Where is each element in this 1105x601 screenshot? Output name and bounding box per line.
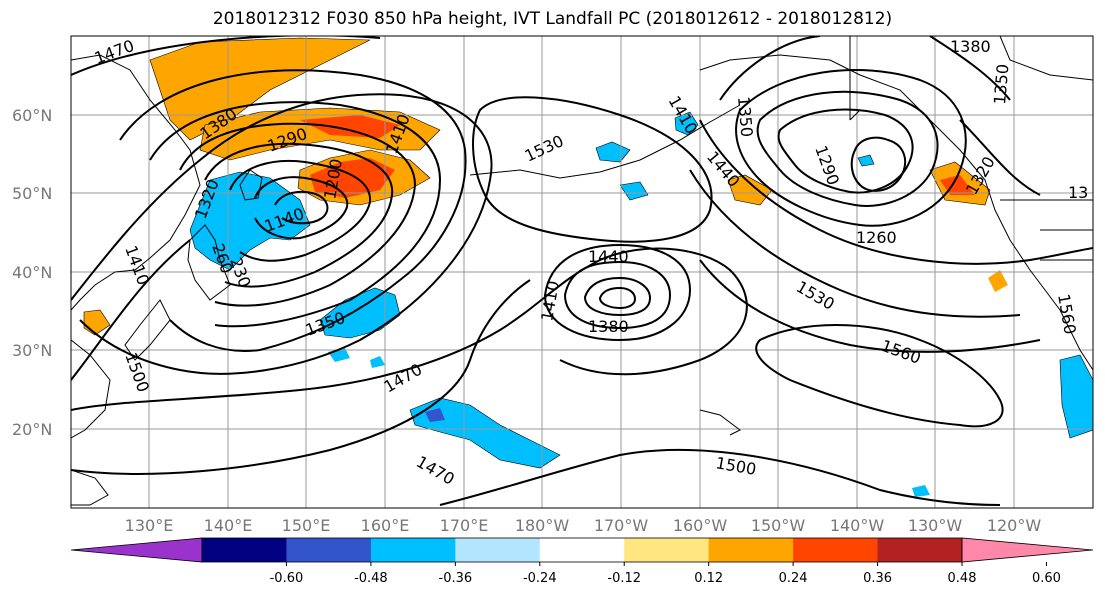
longitude-labels: 130°E 140°E 150°E 160°E 170°E 180°W 170°… [125,516,1042,535]
lon-label: 170°E [440,516,489,535]
colorbar-tick-label: 0.24 [779,571,808,586]
colorbar-bin [202,538,287,562]
colorbar-bin [624,538,710,562]
map-title: 2018012312 F030 850 hPa height, IVT Land… [212,9,893,29]
lon-label: 130°W [908,516,963,535]
colorbar-tick-label: 0.36 [863,571,892,586]
colorbar-frame [201,537,963,563]
colorbar-bin [708,538,794,562]
lon-label: 140°E [204,516,253,535]
lon-label: 180°W [515,516,570,535]
lon-label: 150°W [751,516,806,535]
colorbar-tick-label: 0.60 [1032,571,1061,586]
colorbar-tick-label: 0.48 [948,571,977,586]
contour-label: 1380 [950,37,991,56]
colorbar-tick-label: -0.12 [607,571,641,586]
lon-label: 160°W [673,516,728,535]
colorbar-tick-label: -0.36 [439,571,473,586]
contour-label: 1380 [588,317,629,336]
lat-label: 60°N [12,106,52,125]
colorbar-bin [370,538,456,562]
map-frame [70,35,1094,509]
colorbar-tick-label: -0.60 [270,571,304,586]
lat-label: 40°N [12,263,52,282]
colorbar-bin [793,538,879,562]
height-contours [71,36,1093,506]
colorbar-bin [286,538,372,562]
lon-label: 130°E [125,516,174,535]
lon-label: 160°E [361,516,410,535]
lon-label: 170°W [594,516,649,535]
colorbar: -0.60 -0.48 -0.36 -0.24 -0.12 0.12 0.24 0.36 0.4… [70,537,1094,586]
contour-label: 1350 [734,96,756,138]
colorbar-tick-label: 0.12 [694,571,723,586]
lon-label: 140°W [830,516,885,535]
lon-label: 150°E [282,516,331,535]
coastlines [71,36,1093,506]
contour-label: 1260 [856,228,897,247]
colorbar-bin [539,538,625,562]
lon-label: 120°W [987,516,1042,535]
latitude-labels: 60°N 50°N 40°N 30°N 20°N [12,106,52,439]
colorbar-tick-label: -0.24 [523,571,557,586]
lat-label: 30°N [12,341,52,360]
colorbar-extend-high [961,537,1094,563]
contour-label: 1440 [588,247,629,266]
lat-label: 20°N [12,420,52,439]
contour-label: 1350 [990,63,1012,105]
colorbar-bin [877,538,963,562]
colorbar-extend-low [70,537,203,563]
lat-label: 50°N [12,184,52,203]
colorbar-tick-label: -0.48 [354,571,388,586]
contour-label: 13 [1068,183,1088,202]
colorbar-bin [455,538,541,562]
